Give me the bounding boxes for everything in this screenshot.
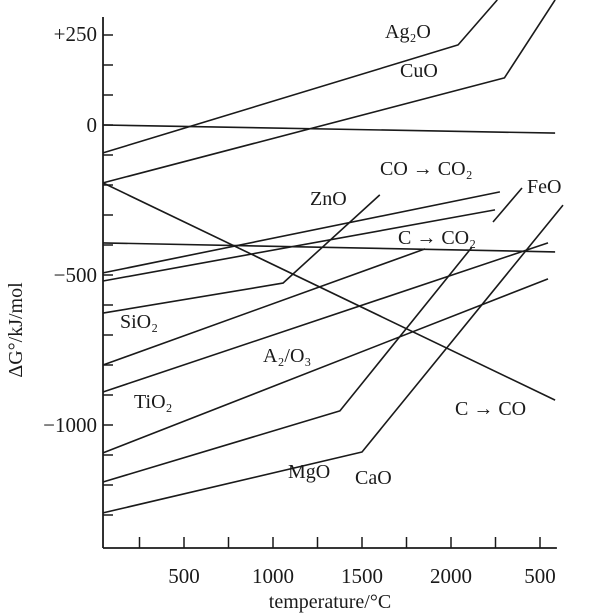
series-label: C → CO — [455, 398, 526, 420]
series-label: ZnO — [310, 188, 347, 210]
y-tick-label: −1000 — [43, 413, 97, 437]
series-label: Ag₂O — [385, 21, 431, 43]
series-label: CO → CO₂ — [380, 158, 473, 180]
y-tick-label: +250 — [54, 22, 97, 46]
series-lines — [102, 0, 564, 514]
series-line-Ag₂O — [102, 0, 498, 154]
series-label: TiO₂ — [134, 391, 173, 413]
series-line-unlabeled — [102, 124, 556, 134]
series-line-SiO₂ — [102, 248, 426, 366]
series-label: C → CO₂ — [398, 227, 476, 249]
feo-pointer-line — [492, 187, 523, 223]
axes: +250 0 −500 −1000 500 1000 1500 2000 500 — [43, 17, 557, 588]
series-label: A₂/O₃ — [263, 345, 311, 367]
x-axis-label: temperature/°C — [269, 591, 391, 613]
series-line-A₂/O₃ — [102, 278, 549, 454]
series-line-TiO₂ — [102, 242, 549, 393]
series-line-FeO — [102, 209, 496, 282]
series-line-C → CO — [102, 182, 556, 401]
x-tick-label: 1500 — [341, 564, 383, 588]
x-tick-label: 1000 — [252, 564, 294, 588]
series-line-CaO — [102, 204, 564, 514]
x-tick-label: 2000 — [430, 564, 472, 588]
x-tick-label: 500 — [524, 564, 556, 588]
y-tick-label: −500 — [54, 263, 97, 287]
series-line-CO → CO₂ — [102, 191, 501, 274]
series-line-MgO — [102, 246, 473, 483]
series-label: SiO₂ — [120, 311, 158, 333]
series-line-CuO — [102, 0, 556, 184]
series-label: CuO — [400, 60, 438, 82]
series-labels: Ag₂O CuO C → CO C → CO₂ CO → CO₂ FeO ZnO SiO₂ Ti… — [120, 21, 561, 489]
series-line-C → CO₂ — [102, 242, 556, 253]
y-tick-label: 0 — [87, 113, 98, 137]
y-axis-label: ΔG°/kJ/mol — [5, 282, 27, 378]
series-label: MgO — [288, 461, 330, 483]
series-label: FeO — [527, 176, 561, 198]
series-line-ZnO — [102, 194, 381, 314]
series-label: CaO — [355, 467, 392, 489]
x-tick-label: 500 — [168, 564, 200, 588]
